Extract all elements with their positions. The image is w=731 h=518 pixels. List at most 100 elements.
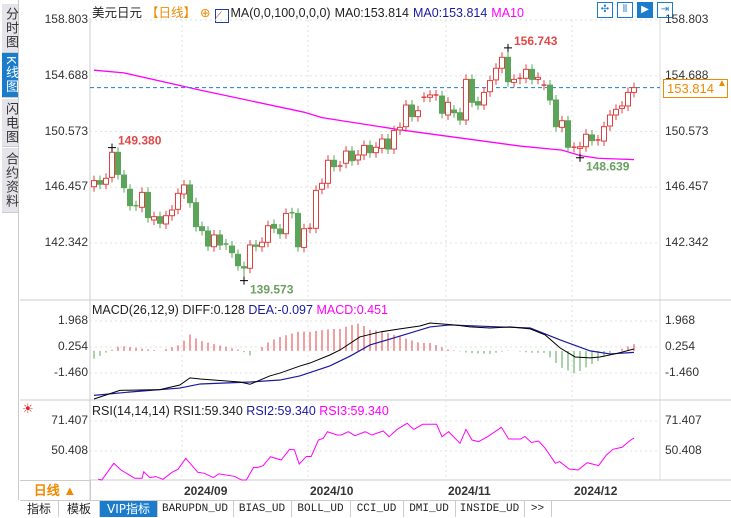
range-icon[interactable]: ⫴ (617, 2, 633, 18)
candle-body (559, 120, 565, 128)
candle-body (103, 177, 109, 185)
macd-header: MACD(26,12,9) DIFF:0.128 DEA:-0.097 MACD… (92, 303, 388, 317)
candle-body (529, 68, 535, 80)
play-icon[interactable]: ▶ (637, 2, 653, 18)
side-tab-timeshare[interactable]: 分时图 (2, 4, 19, 53)
rsi-axis-label: 50.408 (665, 442, 702, 457)
candle-body (523, 68, 529, 79)
rsi-axis-label: 71.407 (665, 413, 702, 427)
candle-body (151, 216, 157, 221)
candle-body (589, 134, 595, 142)
macd-dea: DEA:-0.097 (248, 303, 313, 317)
tab-inside[interactable]: INSIDE_UD (455, 501, 525, 517)
candle-body (403, 104, 409, 128)
candle-body (163, 215, 169, 225)
extreme-marker (240, 276, 248, 285)
price-axis-label: 150.573 (44, 123, 88, 138)
rsi-axis-label: 71.407 (51, 413, 88, 427)
tab-templates[interactable]: 模板 (59, 501, 100, 517)
x-axis-label: 2024/10 (310, 484, 354, 498)
candle-body (325, 159, 331, 184)
chart-header: 美元日元 【日线】 ⊕ ⟋ MA(0,0,100,0,0,0) MA0:153.814 MA… (92, 2, 528, 23)
indicator-tabs: 指标 模板 VIP指标 BARUPDN_UD BIAS_UD BOLL_UD C… (20, 500, 731, 518)
candle-body (349, 150, 355, 162)
candle-body (451, 109, 457, 114)
side-tab-contract-info[interactable]: 合约资料 (2, 148, 19, 213)
candle-body (331, 159, 337, 168)
macd-name: MACD(26,12,9) (92, 303, 179, 317)
candle-body (385, 138, 391, 150)
candle-body (607, 114, 613, 127)
candle-body (343, 150, 349, 164)
side-tabs: 分时图 K线图 闪电图 合约资料 (0, 0, 19, 500)
last-price-badge: 153.814 (663, 78, 728, 98)
candle-body (169, 209, 175, 217)
candle-body (127, 188, 133, 207)
candle-body (259, 241, 265, 248)
candle-body (625, 91, 631, 107)
macd-axis-label: -1.460 (665, 365, 700, 380)
dea-line (93, 324, 635, 396)
tab-dmi[interactable]: DMI_UD (403, 501, 456, 517)
tab-cci[interactable]: CCI_UD (350, 501, 404, 517)
price-axis-label: 146.457 (665, 179, 709, 194)
tab-indicators[interactable]: 指标 (20, 501, 59, 517)
diff-line (93, 322, 635, 400)
macd-value: MACD:0.451 (316, 303, 389, 317)
candle-body (535, 76, 541, 80)
tab-barupdn[interactable]: BARUPDN_UD (157, 501, 234, 517)
target-icon[interactable]: ⊕ (200, 6, 211, 20)
candle-body (355, 154, 361, 161)
rsi1-value: RSI1:59.340 (173, 404, 243, 418)
candle-body (469, 78, 475, 103)
side-tab-flash[interactable]: 闪电图 (2, 99, 19, 147)
candle-body (175, 192, 181, 210)
candle-body (271, 223, 277, 229)
candle-body (211, 234, 217, 248)
candle-body (229, 245, 235, 254)
candle-body (277, 228, 283, 235)
ma0-value-2: MA0:153.814 (412, 6, 488, 20)
period-button[interactable]: 日线 ▲ (20, 480, 91, 501)
candle-body (157, 216, 163, 224)
extreme-marker (504, 43, 512, 52)
candle-body (427, 94, 433, 98)
candle-body (121, 174, 127, 189)
extreme-marker (576, 153, 584, 162)
crosshair-icon[interactable]: ✣ (597, 2, 613, 18)
price-axis-label: 154.688 (665, 67, 709, 82)
period-label[interactable]: 【日线】 (146, 6, 197, 20)
candle-body (631, 87, 637, 93)
candle-body (283, 212, 289, 235)
price-axis-label: 142.342 (44, 235, 88, 250)
tab-vip-indicators[interactable]: VIP指标 (100, 501, 158, 517)
x-axis-label: 2024/11 (448, 484, 491, 498)
candle-body (379, 138, 385, 149)
side-tab-kline[interactable]: K线图 (2, 53, 19, 98)
rsi-settings-icon[interactable]: ☀ (22, 401, 34, 416)
rsi-axis-label: 50.408 (51, 442, 88, 457)
ma0-value: MA0:153.814 (334, 6, 409, 20)
candle-body (547, 84, 553, 101)
candle-body (397, 126, 403, 131)
candle-body (301, 228, 307, 248)
macd-axis-label: 1.968 (665, 313, 696, 328)
rsi-name: RSI(14,14,14) (92, 404, 170, 418)
indicator-chart-icon[interactable]: ⟋ (214, 9, 229, 23)
last-price-arrow-icon: ▲ (717, 78, 727, 89)
tab-more[interactable]: >> (524, 501, 552, 517)
tab-boll[interactable]: BOLL_UD (291, 501, 351, 517)
candle-body (505, 56, 511, 83)
candle-body (463, 78, 469, 121)
candle-body (553, 99, 559, 128)
candle-body (565, 120, 571, 148)
extreme-label: 156.743 (514, 34, 558, 48)
rsi-header: RSI(14,14,14) RSI1:59.340 RSI2:59.340 RS… (92, 404, 389, 418)
jump-end-icon[interactable]: ⇥ (657, 2, 673, 18)
tab-bias[interactable]: BIAS_UD (233, 501, 292, 517)
candle-body (367, 144, 373, 154)
candle-body (487, 80, 493, 93)
candle-body (97, 180, 103, 185)
ma10-label: MA10 (491, 6, 524, 20)
